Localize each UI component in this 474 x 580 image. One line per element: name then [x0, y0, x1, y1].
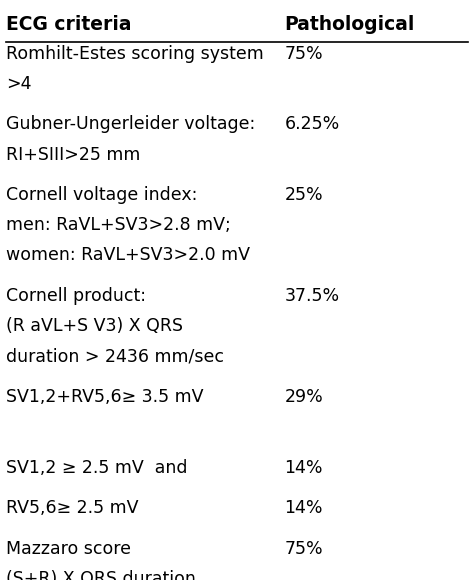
Text: Pathological: Pathological	[284, 14, 415, 34]
Text: Romhilt-Estes scoring system: Romhilt-Estes scoring system	[6, 45, 264, 63]
Text: 75%: 75%	[284, 540, 323, 558]
Text: Mazzaro score: Mazzaro score	[6, 540, 131, 558]
Text: Gubner-Ungerleider voltage:: Gubner-Ungerleider voltage:	[6, 115, 255, 133]
Text: duration > 2436 mm/sec: duration > 2436 mm/sec	[6, 347, 224, 365]
Text: (R aVL+S V3) X QRS: (R aVL+S V3) X QRS	[6, 317, 182, 335]
Text: 29%: 29%	[284, 388, 323, 406]
Text: RI+SIII>25 mm: RI+SIII>25 mm	[6, 146, 140, 164]
Text: ECG criteria: ECG criteria	[6, 14, 131, 34]
Text: SV1,2+RV5,6≥ 3.5 mV: SV1,2+RV5,6≥ 3.5 mV	[6, 388, 203, 406]
Text: 37.5%: 37.5%	[284, 287, 339, 305]
Text: 14%: 14%	[284, 499, 323, 517]
Text: 25%: 25%	[284, 186, 323, 204]
Text: (S+R) X QRS duration: (S+R) X QRS duration	[6, 570, 196, 580]
Text: 14%: 14%	[284, 459, 323, 477]
Text: men: RaVL+SV3>2.8 mV;: men: RaVL+SV3>2.8 mV;	[6, 216, 230, 234]
Text: RV5,6≥ 2.5 mV: RV5,6≥ 2.5 mV	[6, 499, 138, 517]
Text: 75%: 75%	[284, 45, 323, 63]
Text: Cornell voltage index:: Cornell voltage index:	[6, 186, 197, 204]
Text: SV1,2 ≥ 2.5 mV  and: SV1,2 ≥ 2.5 mV and	[6, 459, 187, 477]
Text: 6.25%: 6.25%	[284, 115, 340, 133]
Text: >4: >4	[6, 75, 31, 93]
Text: women: RaVL+SV3>2.0 mV: women: RaVL+SV3>2.0 mV	[6, 246, 250, 264]
Text: Cornell product:: Cornell product:	[6, 287, 146, 305]
